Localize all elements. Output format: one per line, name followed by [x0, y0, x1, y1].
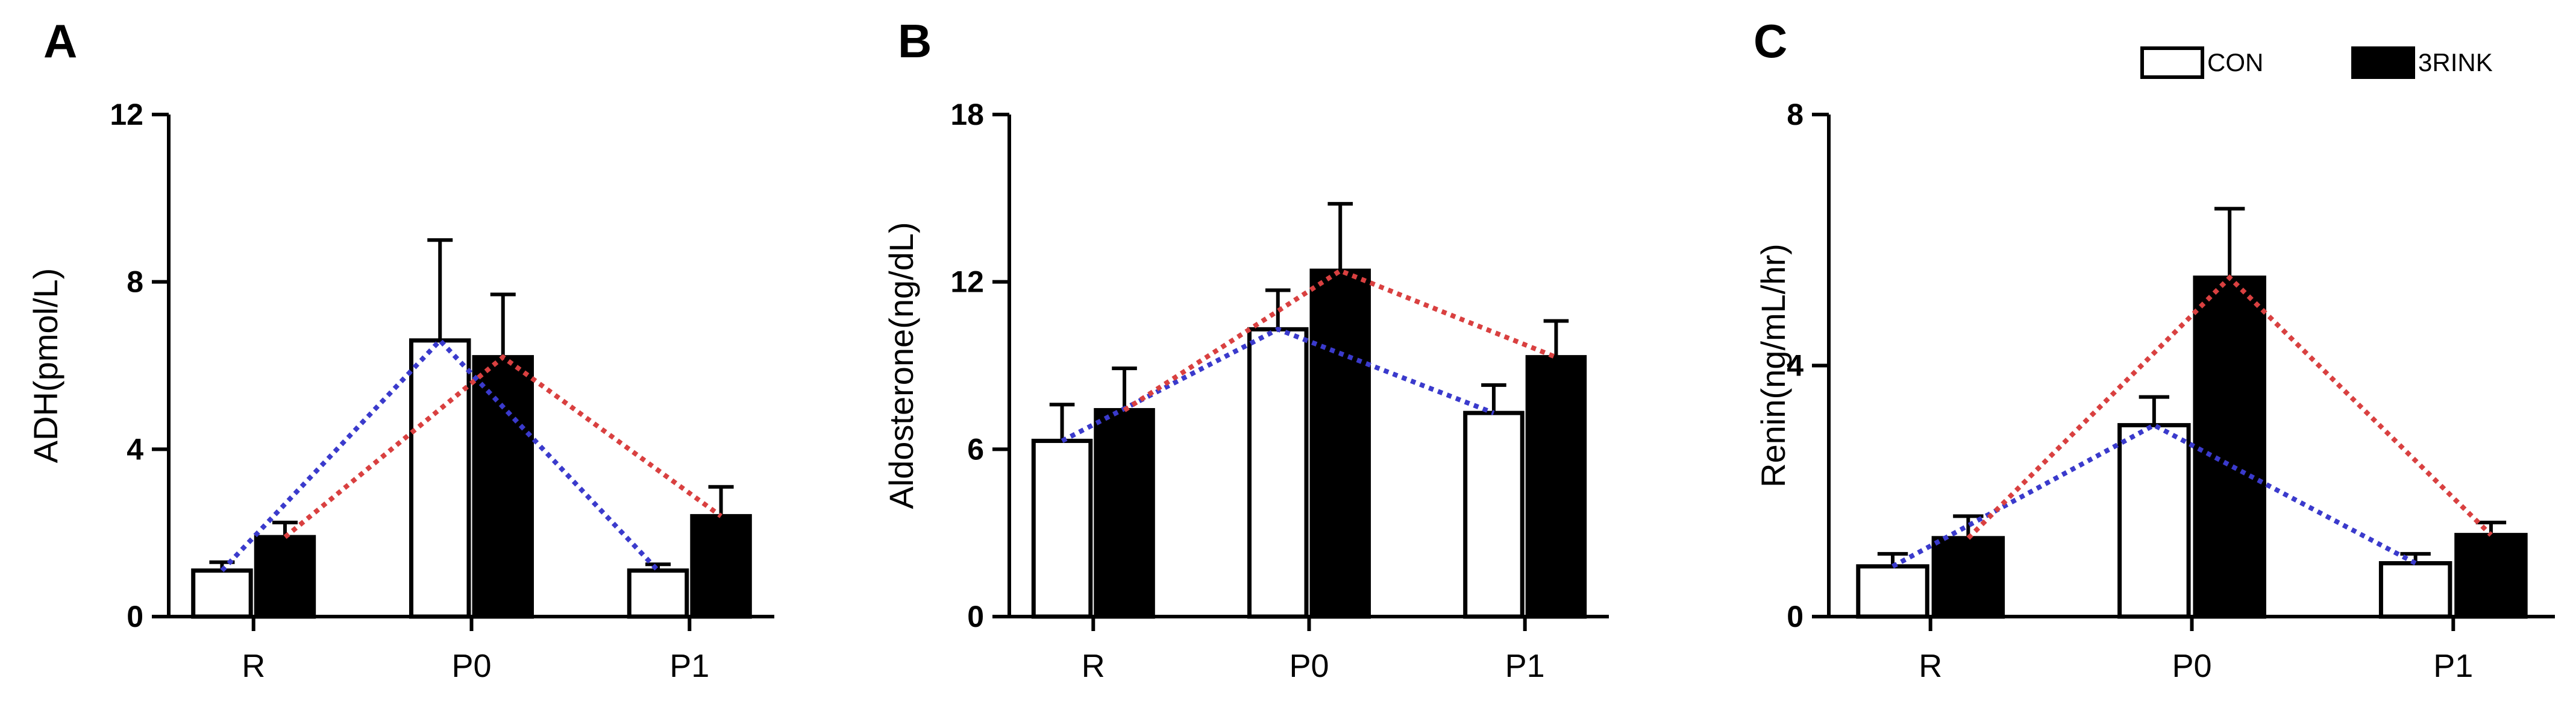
- bar-con: [2378, 561, 2452, 619]
- bar-3rink: [1309, 268, 1371, 619]
- y-tick-label: 4: [127, 432, 143, 466]
- y-tick-label: 4: [1787, 349, 1804, 383]
- x-category-label: P1: [2433, 648, 2473, 684]
- y-tick-label: 12: [950, 265, 984, 299]
- bar-con: [409, 338, 471, 619]
- y-tick-label: 8: [127, 265, 143, 299]
- bar-3rink: [254, 535, 316, 619]
- panel-a: A ADH(pmol/L) 0 4 8 12 R P0 P1: [27, 14, 774, 684]
- y-tick-label: 0: [967, 600, 984, 633]
- panel-letter: A: [43, 14, 77, 68]
- bar-con: [1247, 327, 1309, 619]
- y-tick-label: 6: [967, 432, 984, 466]
- panel-letter: C: [1753, 14, 1787, 68]
- y-tick-label: 0: [127, 600, 143, 633]
- x-category-label: P0: [1289, 648, 1329, 684]
- bar-con: [2117, 423, 2191, 619]
- bar-con: [1463, 410, 1525, 619]
- bar-con: [191, 568, 253, 619]
- panel-b: B Aldosterone(ng/dL) 0 6 12 18 R P0 P1: [882, 14, 1609, 684]
- legend-swatch-3rink: [2351, 46, 2415, 79]
- legend-label-3rink: 3RINK: [2418, 48, 2493, 77]
- x-category-label: P0: [451, 648, 491, 684]
- panel-c: C Renin(ng/mL/hr) 0 4 8 R P0 P1: [1753, 14, 2555, 684]
- x-category-label: P1: [1505, 648, 1545, 684]
- x-category-label: R: [1919, 648, 1942, 684]
- legend-swatch-con: [2140, 46, 2204, 79]
- trend-line-con: [1891, 422, 2417, 569]
- bar-con: [627, 568, 689, 619]
- bar-3rink: [1094, 408, 1155, 619]
- bar-3rink: [2193, 275, 2266, 619]
- x-category-label: R: [242, 648, 265, 684]
- legend: CON 3RINK: [2140, 46, 2493, 79]
- x-category-label: R: [1082, 648, 1105, 684]
- y-tick-label: 12: [110, 98, 143, 131]
- x-category-label: P0: [2172, 648, 2211, 684]
- bar-3rink: [2454, 533, 2528, 619]
- y-axis-title: ADH(pmol/L): [27, 268, 64, 463]
- trend-line-3rink: [1966, 274, 2493, 540]
- y-axis-title: Aldosterone(ng/dL): [882, 222, 920, 509]
- bar-3rink: [472, 355, 534, 619]
- bar-3rink: [1931, 536, 2005, 619]
- x-category-label: P1: [669, 648, 709, 684]
- trend-line-3rink: [283, 354, 722, 539]
- y-axis-title: Renin(ng/mL/hr): [1754, 244, 1792, 488]
- legend-label-con: CON: [2207, 48, 2263, 77]
- bar-con: [1856, 564, 1929, 619]
- bar-con: [1031, 438, 1093, 619]
- y-tick-label: 0: [1787, 600, 1804, 633]
- bar-3rink: [690, 514, 752, 619]
- panel-letter: B: [898, 14, 932, 68]
- bar-3rink: [1525, 355, 1587, 619]
- y-tick-label: 8: [1787, 98, 1804, 131]
- y-tick-label: 18: [950, 98, 984, 131]
